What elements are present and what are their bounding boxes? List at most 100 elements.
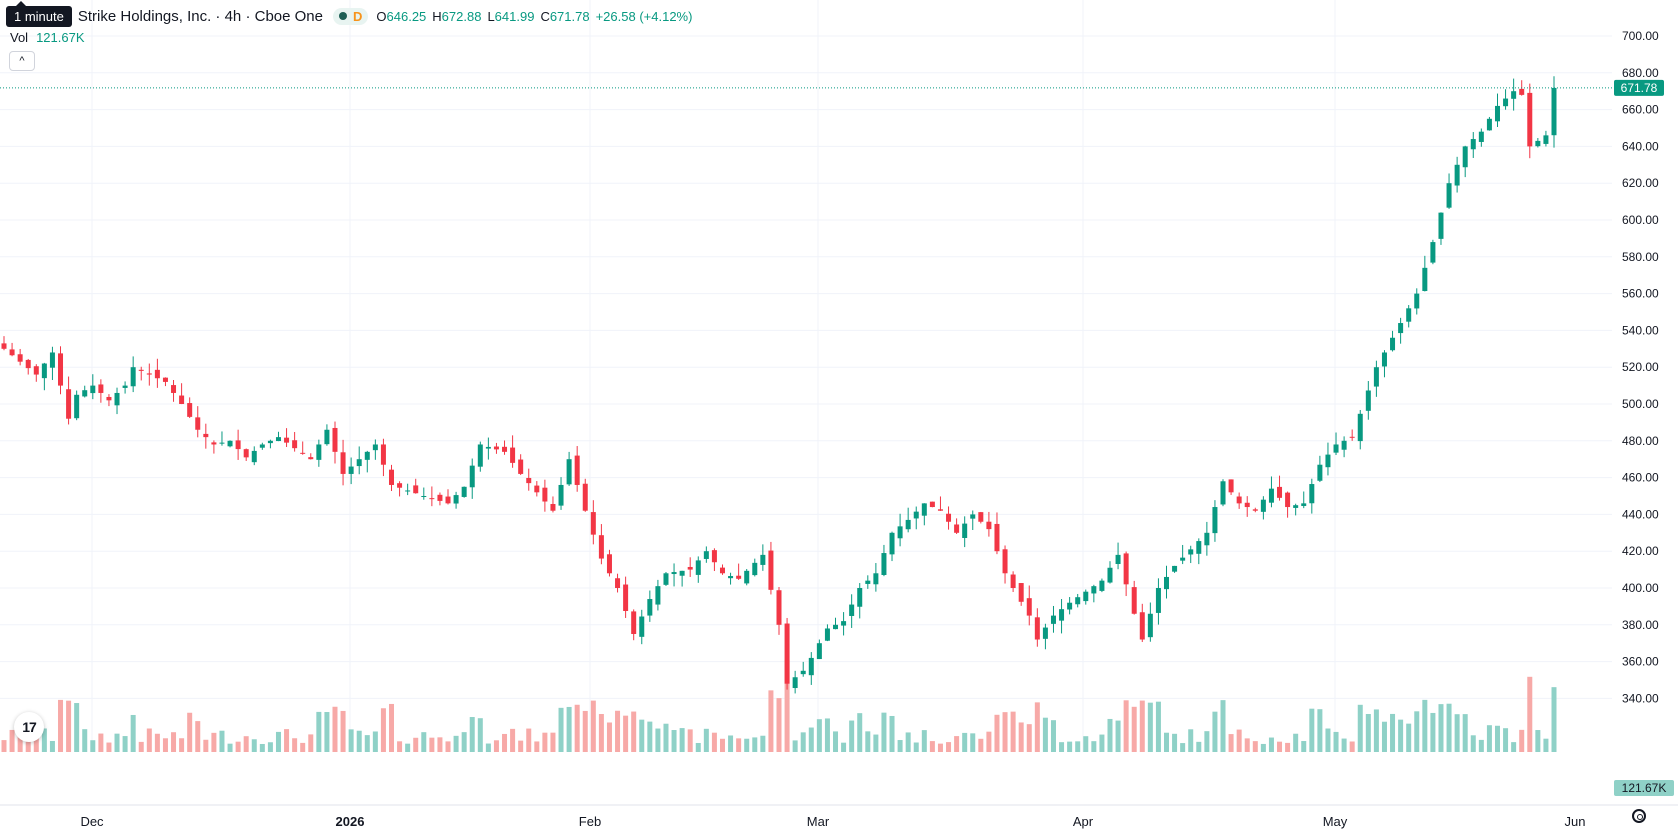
candle[interactable] — [1430, 239, 1436, 265]
candle[interactable] — [663, 571, 669, 586]
candle[interactable] — [1325, 442, 1331, 476]
candle[interactable] — [364, 450, 370, 473]
candle[interactable] — [631, 609, 637, 641]
candle[interactable] — [1365, 381, 1371, 420]
tradingview-logo-icon[interactable]: 17 — [14, 712, 44, 742]
candle[interactable] — [929, 501, 935, 508]
candle[interactable] — [1293, 503, 1299, 516]
candle[interactable] — [356, 446, 362, 475]
candle[interactable] — [469, 458, 475, 499]
candle[interactable] — [921, 503, 927, 526]
candle[interactable] — [372, 439, 378, 460]
candle[interactable] — [1067, 597, 1073, 615]
candle[interactable] — [25, 358, 31, 375]
candle[interactable] — [1551, 76, 1557, 148]
candle[interactable] — [647, 590, 653, 622]
candle[interactable] — [550, 496, 556, 513]
candle[interactable] — [1042, 623, 1048, 650]
candle[interactable] — [954, 518, 960, 534]
candle[interactable] — [800, 661, 806, 677]
candle[interactable] — [1414, 288, 1420, 315]
candle[interactable] — [1212, 500, 1218, 542]
candle[interactable] — [655, 579, 661, 611]
candle[interactable] — [1107, 561, 1113, 584]
candle[interactable] — [857, 583, 863, 619]
candle[interactable] — [1115, 542, 1121, 570]
candle[interactable] — [897, 513, 903, 547]
candle[interactable] — [849, 594, 855, 628]
candle[interactable] — [33, 364, 39, 382]
candle[interactable] — [235, 429, 241, 460]
candle[interactable] — [1462, 145, 1468, 178]
candle[interactable] — [534, 481, 540, 497]
candle[interactable] — [1503, 89, 1509, 110]
candle[interactable] — [873, 563, 879, 592]
candle[interactable] — [719, 564, 725, 575]
candle[interactable] — [477, 441, 483, 472]
candle[interactable] — [138, 366, 144, 381]
candle[interactable] — [695, 556, 701, 583]
candle[interactable] — [1268, 476, 1274, 508]
candle[interactable] — [1486, 116, 1492, 131]
candle[interactable] — [292, 432, 298, 452]
candle[interactable] — [1349, 429, 1355, 441]
candle[interactable] — [768, 541, 774, 595]
candle[interactable] — [1196, 538, 1202, 565]
candle[interactable] — [1180, 544, 1186, 565]
candle[interactable] — [962, 516, 968, 548]
candle[interactable] — [1309, 478, 1315, 514]
candle[interactable] — [1341, 436, 1347, 458]
candle[interactable] — [615, 573, 621, 593]
candle[interactable] — [1075, 593, 1081, 608]
candle[interactable] — [808, 652, 814, 685]
candle[interactable] — [598, 524, 604, 565]
candle[interactable] — [566, 451, 572, 486]
candle[interactable] — [1390, 330, 1396, 352]
candle[interactable] — [841, 612, 847, 636]
candle[interactable] — [760, 544, 766, 571]
candle[interactable] — [1373, 360, 1379, 397]
candle[interactable] — [728, 572, 734, 585]
candle[interactable] — [90, 374, 96, 400]
candle[interactable] — [195, 406, 201, 438]
candle[interactable] — [833, 617, 839, 630]
candle[interactable] — [1527, 83, 1533, 159]
candle[interactable] — [493, 442, 499, 454]
candle[interactable] — [348, 457, 354, 485]
candle[interactable] — [49, 346, 55, 381]
candle[interactable] — [259, 442, 265, 450]
candle[interactable] — [824, 624, 830, 642]
candle[interactable] — [332, 421, 338, 464]
candle[interactable] — [1244, 496, 1250, 517]
candle[interactable] — [106, 394, 112, 407]
candle[interactable] — [1010, 571, 1016, 593]
candle[interactable] — [606, 549, 612, 577]
candle[interactable] — [429, 486, 435, 507]
candle[interactable] — [937, 496, 943, 511]
candle[interactable] — [1252, 507, 1258, 513]
candle[interactable] — [1285, 491, 1291, 518]
candle[interactable] — [380, 438, 386, 477]
gear-icon[interactable] — [1632, 809, 1646, 823]
candle[interactable] — [913, 506, 919, 530]
candle[interactable] — [736, 563, 742, 580]
candle[interactable] — [211, 440, 217, 454]
candle[interactable] — [154, 358, 160, 388]
candle[interactable] — [162, 377, 168, 387]
candle[interactable] — [1228, 479, 1234, 495]
candle[interactable] — [1050, 605, 1056, 633]
candle[interactable] — [1026, 585, 1032, 626]
candle[interactable] — [574, 446, 580, 492]
candle[interactable] — [1470, 132, 1476, 158]
candle[interactable] — [881, 544, 887, 577]
candle[interactable] — [558, 477, 564, 510]
candle[interactable] — [397, 481, 403, 497]
candle[interactable] — [187, 397, 193, 419]
candle[interactable] — [251, 446, 257, 466]
candle[interactable] — [324, 424, 330, 446]
candle[interactable] — [413, 478, 419, 494]
candle[interactable] — [1131, 580, 1137, 615]
candle[interactable] — [1091, 584, 1097, 603]
candle[interactable] — [1260, 496, 1266, 520]
